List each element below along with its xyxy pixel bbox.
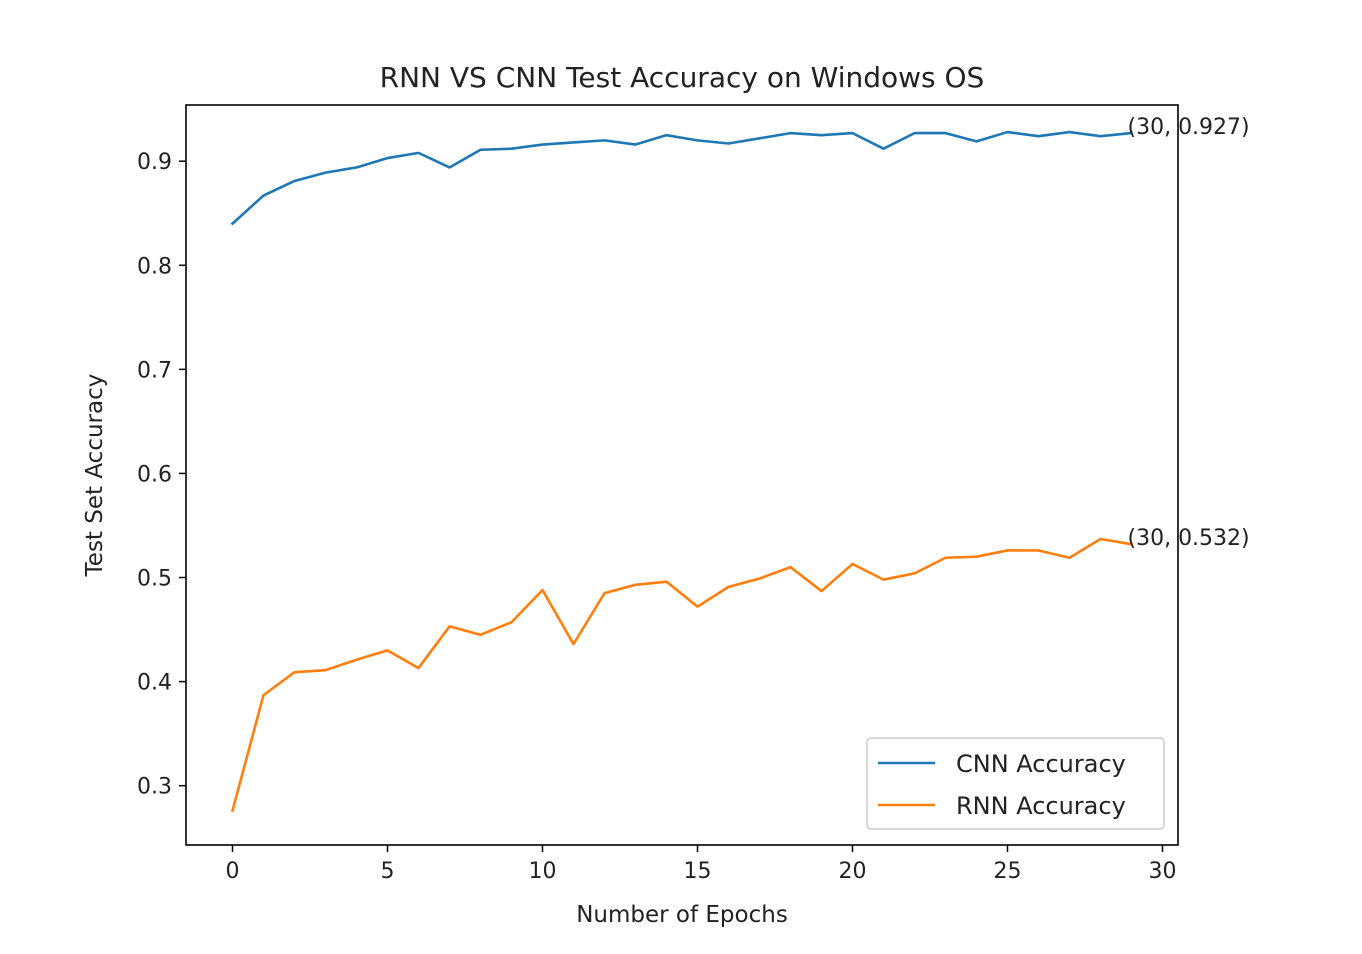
x-axis-ticks: 0 5 10 15 20 25 30 (226, 845, 1177, 884)
y-axis-ticks: 0.3 0.4 0.5 0.6 0.7 0.8 0.9 (137, 150, 186, 800)
legend-label: CNN Accuracy (956, 750, 1126, 778)
y-tick-label: 0.5 (137, 567, 172, 592)
x-tick-label: 25 (994, 859, 1022, 884)
y-tick-label: 0.9 (137, 150, 172, 175)
y-tick-label: 0.8 (137, 254, 172, 279)
legend-box (866, 737, 1165, 830)
y-tick-label: 0.3 (137, 775, 172, 800)
x-tick-label: 10 (529, 859, 557, 884)
point-annotations: (30, 0.927) (30, 0.532) (1128, 115, 1250, 551)
legend: CNN Accuracy RNN Accuracy (866, 737, 1165, 830)
series-line-cnn (230, 130, 1133, 226)
y-tick-label: 0.6 (137, 462, 172, 487)
point-annotation: (30, 0.532) (1128, 526, 1250, 551)
x-tick-label: 20 (839, 859, 867, 884)
legend-label: RNN Accuracy (956, 792, 1126, 820)
chart-title: RNN VS CNN Test Accuracy on Windows OS (380, 61, 985, 94)
x-axis-title: Number of Epochs (576, 902, 788, 928)
x-tick-label: 5 (381, 859, 395, 884)
y-tick-label: 0.7 (137, 358, 172, 383)
x-tick-label: 0 (226, 859, 240, 884)
plot-frame (185, 104, 1179, 846)
x-tick-label: 15 (684, 859, 712, 884)
point-annotation: (30, 0.927) (1128, 115, 1250, 140)
series-line-rnn (230, 537, 1133, 813)
x-tick-label: 30 (1149, 859, 1177, 884)
y-tick-label: 0.4 (137, 671, 172, 696)
y-axis-title: Test Set Accuracy (82, 374, 108, 578)
series-lines (230, 130, 1133, 813)
